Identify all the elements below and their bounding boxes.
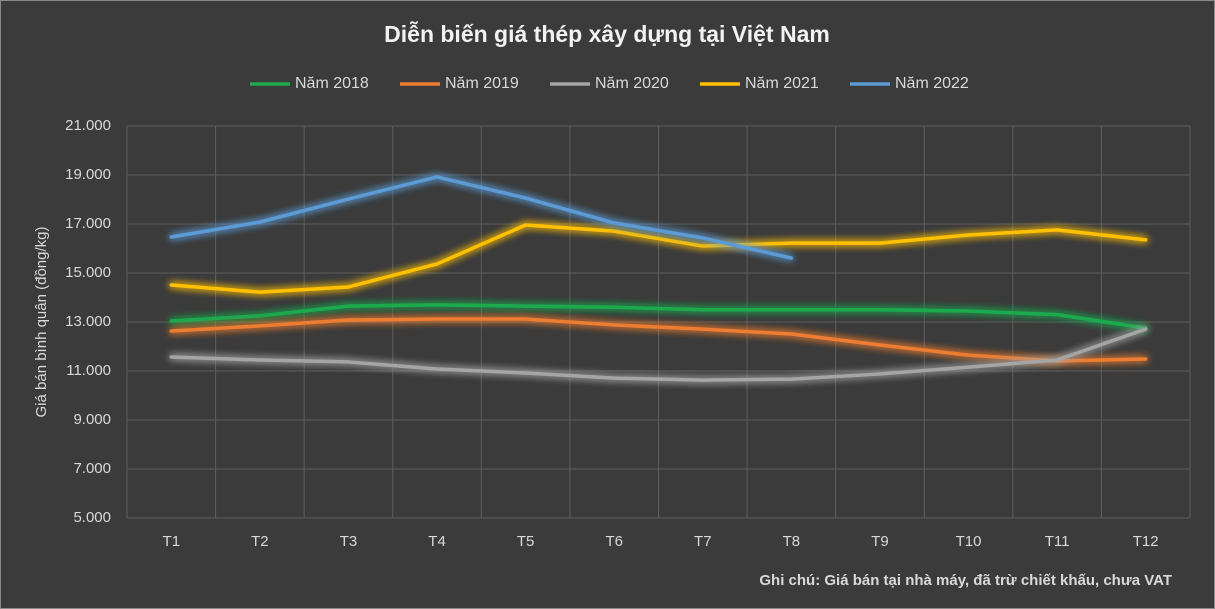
y-tick-label: 13.000 (65, 313, 111, 330)
x-tick-label: T12 (1133, 533, 1159, 550)
series-line (169, 303, 1148, 330)
x-tick-label: T9 (871, 533, 889, 550)
x-tick-label: T1 (163, 533, 181, 550)
y-tick-label: 17.000 (65, 215, 111, 232)
y-tick-label: 7.000 (73, 460, 111, 477)
chart-title: Diễn biến giá thép xây dựng tại Việt Nam (384, 20, 830, 47)
y-axis-label: Giá bán bình quân (đồng/kg) (33, 227, 50, 418)
x-tick-label: T7 (694, 533, 712, 550)
y-tick-label: 21.000 (65, 117, 111, 134)
x-tick-label: T8 (783, 533, 801, 550)
y-tick-label: 19.000 (65, 166, 111, 183)
x-tick-label: T4 (428, 533, 446, 550)
x-tick-label: T11 (1045, 533, 1070, 550)
x-tick-label: T3 (340, 533, 358, 550)
x-tick-label: T10 (956, 533, 982, 550)
x-tick-label: T5 (517, 533, 535, 550)
x-tick-label: T6 (605, 533, 623, 550)
series-line (169, 175, 794, 260)
legend-label: Năm 2018 (295, 75, 369, 92)
legend-label: Năm 2021 (745, 75, 819, 92)
series-line (169, 327, 1148, 382)
series-line (169, 317, 1148, 363)
x-tick-label: T2 (251, 533, 269, 550)
y-tick-label: 11.000 (66, 362, 111, 379)
y-tick-label: 9.000 (73, 411, 111, 428)
legend-label: Năm 2019 (445, 75, 519, 92)
y-tick-label: 5.000 (73, 509, 111, 526)
series-line (169, 223, 1148, 294)
legend-label: Năm 2020 (595, 75, 669, 92)
note: Ghi chú: Giá bán tại nhà máy, đã trừ chi… (759, 572, 1172, 589)
legend-label: Năm 2022 (895, 75, 969, 92)
y-tick-label: 15.000 (65, 264, 111, 281)
